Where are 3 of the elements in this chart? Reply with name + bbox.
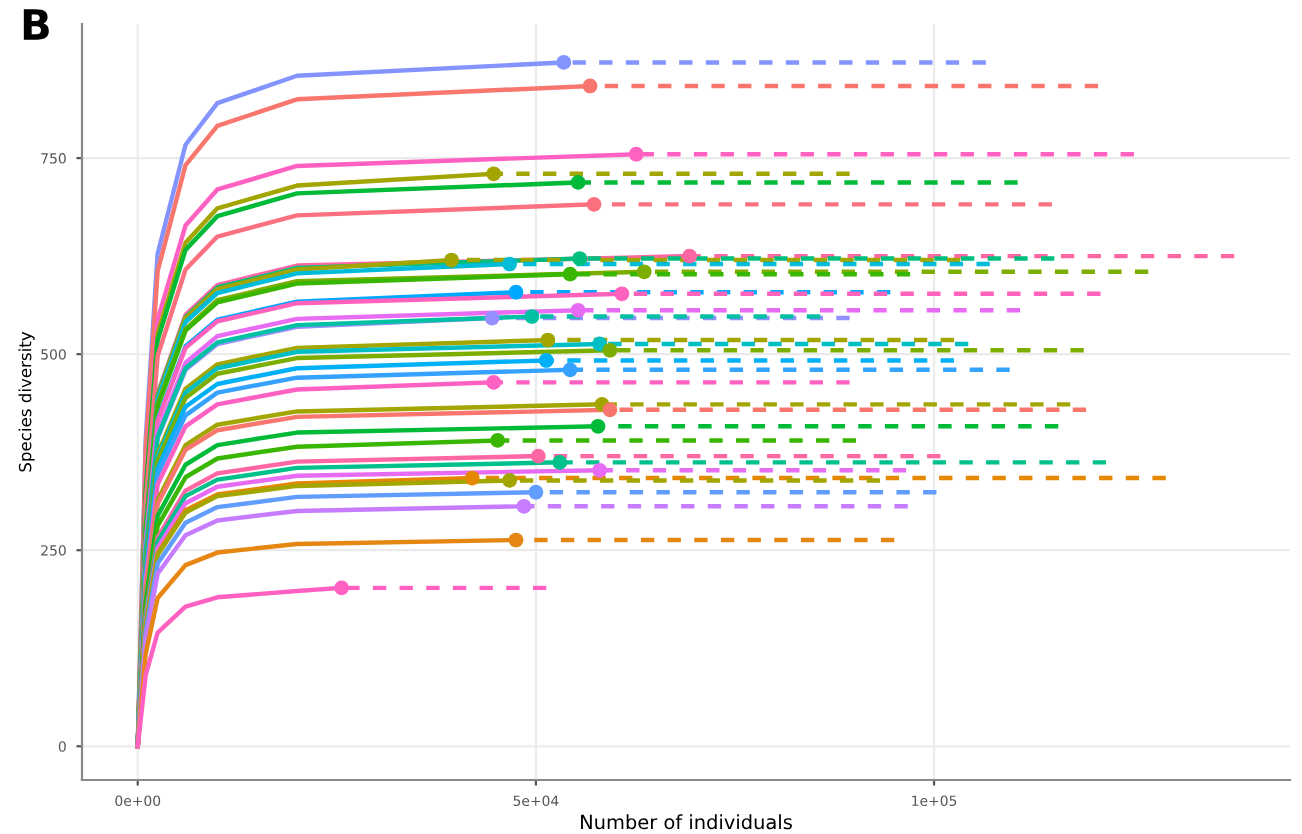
y-axis-title: Species diversity xyxy=(18,331,35,472)
x-axis-title: Number of individuals xyxy=(581,814,792,830)
chart-title: B xyxy=(23,9,49,40)
